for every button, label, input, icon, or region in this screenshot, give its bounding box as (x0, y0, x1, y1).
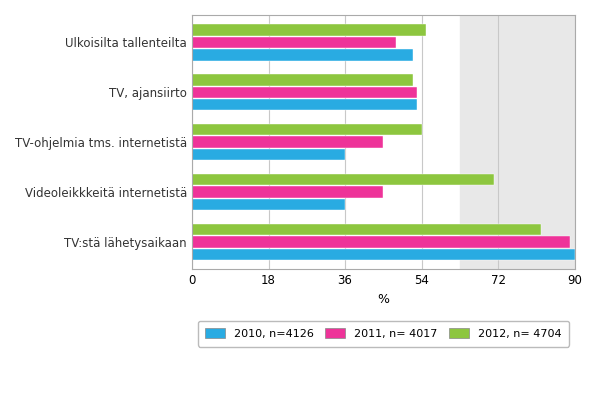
Bar (192, 24, 426, 36)
Bar (192, 149, 345, 160)
Legend: 2010, n=4126, 2011, n= 4017, 2012, n= 4704: 2010, n=4126, 2011, n= 4017, 2012, n= 47… (198, 320, 569, 346)
Bar (192, 49, 413, 61)
Bar (192, 99, 417, 111)
Bar (192, 124, 421, 135)
Bar (192, 37, 396, 48)
Bar (192, 186, 383, 198)
Bar (460, 15, 574, 269)
Bar (192, 236, 570, 247)
Bar (192, 249, 574, 260)
X-axis label: %: % (377, 292, 389, 306)
Bar (192, 223, 540, 235)
Bar (192, 74, 413, 85)
Bar (192, 199, 345, 210)
Bar (192, 174, 494, 185)
Bar (192, 136, 383, 148)
Bar (192, 87, 417, 98)
